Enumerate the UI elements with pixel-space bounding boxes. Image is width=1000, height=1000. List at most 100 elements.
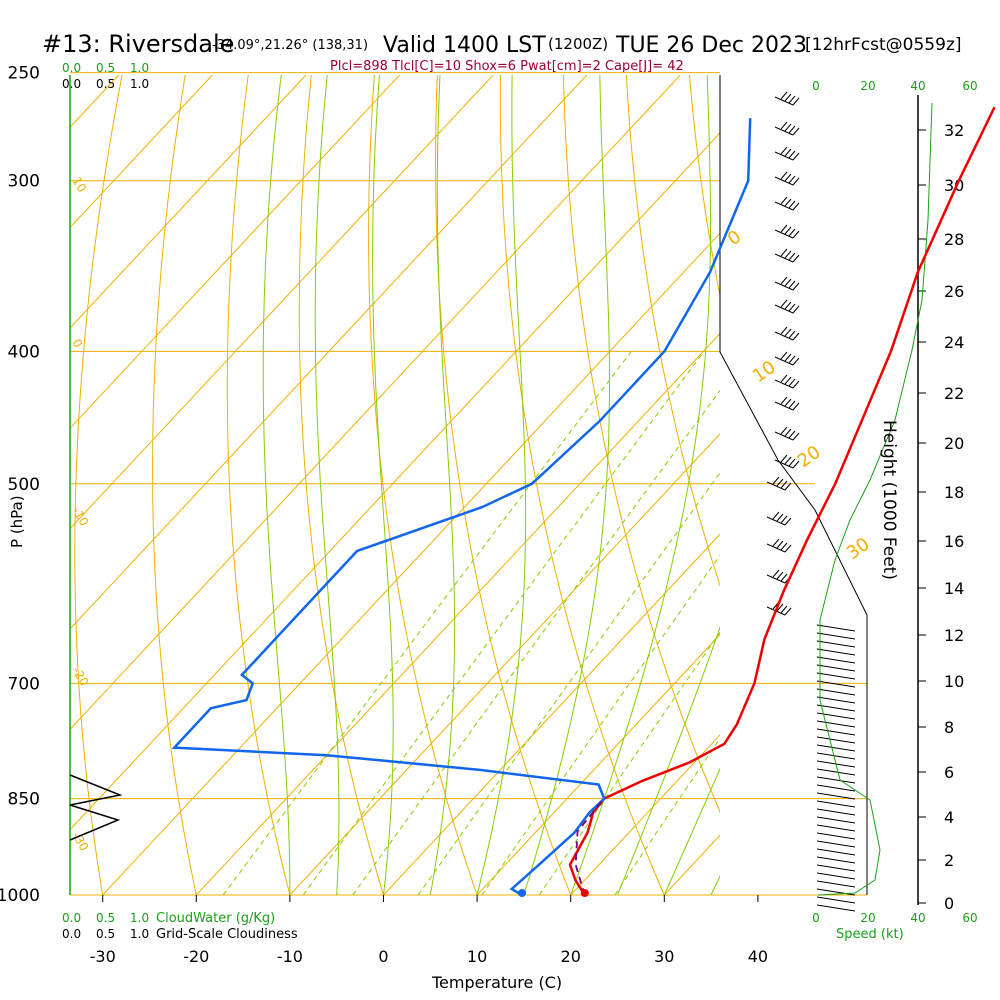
dry-adiabat	[499, 75, 665, 895]
wind-barb	[816, 816, 856, 824]
wind-barb	[816, 792, 856, 800]
wind-barb	[774, 459, 794, 469]
surface-dewpoint-dot	[518, 889, 527, 897]
wind-barb	[766, 516, 786, 526]
wind-barb	[816, 680, 856, 688]
isotherm-line	[195, 332, 720, 895]
wind-barb-flag	[792, 357, 800, 366]
speed-scale-bottom: 40	[910, 911, 925, 925]
cloudiness-scale-bottom: 1.0	[130, 927, 149, 941]
wind-barb	[816, 784, 856, 792]
moist-adiabat	[523, 75, 610, 895]
station-title: #13: Riversdale	[42, 30, 234, 58]
wind-barb	[816, 672, 856, 680]
height-tick-label: 10	[944, 672, 964, 691]
wind-barb-flag	[788, 330, 796, 339]
moist-adiabat	[663, 767, 720, 895]
speed-scale-bottom: 0	[812, 911, 820, 925]
valid-time: Valid 1400 LST	[383, 33, 546, 58]
mixing-ratio-line	[302, 351, 705, 895]
cloudwater-scale-bottom: 1.0	[130, 911, 149, 925]
cloudiness-scale-top: 0.0	[62, 77, 81, 91]
wind-barb-flag	[780, 573, 788, 582]
wind-barb-flag	[792, 460, 800, 469]
wind-barb	[816, 664, 856, 672]
moist-adiabat	[617, 626, 720, 895]
wind-barb-flag	[784, 517, 792, 526]
isotherm-line	[289, 433, 720, 895]
dry-adiabat	[152, 75, 197, 895]
wind-barb	[816, 768, 856, 776]
wind-barb	[816, 864, 856, 872]
cloudwater-label: CloudWater (g/Kg)	[156, 911, 275, 926]
height-tick-label: 12	[944, 626, 964, 645]
wind-barb-flag	[792, 177, 800, 186]
temperature-tick-label: -10	[277, 947, 303, 966]
wind-barbs	[766, 91, 856, 912]
wind-barb-flag	[780, 605, 788, 614]
pressure-ticks: 250 300 400 500 700 850 1000	[0, 64, 40, 906]
wind-barb-flag	[776, 571, 784, 580]
wind-barb	[816, 712, 856, 720]
dry-adiabat	[625, 75, 720, 587]
wind-barb-flag	[784, 123, 792, 132]
wind-barb	[774, 304, 794, 314]
wind-barb	[774, 176, 794, 186]
dry-adiabat-label: 0	[724, 226, 745, 250]
wind-barb	[774, 379, 794, 389]
wind-barb-flag	[772, 538, 780, 547]
moist-adiabat	[429, 75, 456, 895]
wind-barb-flag	[780, 276, 788, 285]
mixing-ratio-label: 2	[290, 900, 306, 914]
speed-scale-top: 60	[962, 79, 977, 93]
dry-adiabat	[368, 75, 478, 895]
wind-barb	[774, 331, 794, 341]
wind-barb-flag	[776, 540, 784, 549]
wind-barb-flag	[780, 91, 788, 100]
wind-barb	[816, 736, 856, 744]
forecast-date: TUE 26 Dec 2023	[615, 33, 807, 58]
wind-barb-flag	[788, 355, 796, 364]
dry-adiabat	[226, 75, 291, 895]
dewpoint-line	[171, 118, 752, 897]
wind-barb-flag	[784, 398, 792, 407]
wind-barb-flag	[792, 254, 800, 263]
wind-barb	[816, 704, 856, 712]
wind-barb-flag	[784, 173, 792, 182]
wind-barb-flag	[780, 426, 788, 435]
isotherm-line	[70, 132, 720, 831]
wind-barb-flag	[780, 196, 788, 205]
y-axis-label: P (hPa)	[8, 495, 26, 548]
cloudiness-label: Grid-Scale Cloudiness	[156, 927, 298, 942]
cloudiness-scale-top: 0.5	[96, 77, 115, 91]
left-theta-label: 0	[69, 337, 85, 351]
pressure-tick-label: 850	[8, 790, 40, 810]
wind-barb-flag	[792, 332, 800, 341]
isotherm-line	[70, 75, 681, 731]
mixing-ratio-line	[538, 631, 720, 895]
wind-barb-flag	[784, 250, 792, 259]
wind-barb	[774, 356, 794, 366]
temperature-line	[568, 106, 996, 896]
wind-barb-flag	[792, 202, 800, 211]
isotherm-line	[70, 75, 307, 329]
cloudiness-scale-bottom: 0.0	[62, 927, 81, 941]
wind-barb-flag	[792, 230, 800, 239]
wind-barb-flag	[792, 432, 800, 441]
wind-barb-flag	[784, 607, 792, 616]
dry-adiabat-label: 20	[794, 442, 825, 472]
dry-adiabat-label: 10	[749, 357, 780, 387]
wind-barb-flag	[788, 95, 796, 104]
pressure-tick-label: 300	[8, 172, 40, 192]
wind-barb-flag	[788, 303, 796, 312]
wind-barb	[816, 744, 856, 752]
wind-barb-flag	[780, 146, 788, 155]
wind-barb	[816, 856, 856, 864]
wind-barb	[766, 574, 786, 584]
wind-barb-flag	[792, 152, 800, 161]
wind-barb	[774, 281, 794, 291]
wind-barb	[816, 688, 856, 696]
isotherm-line	[70, 75, 213, 229]
wind-barb-flag	[784, 428, 792, 437]
